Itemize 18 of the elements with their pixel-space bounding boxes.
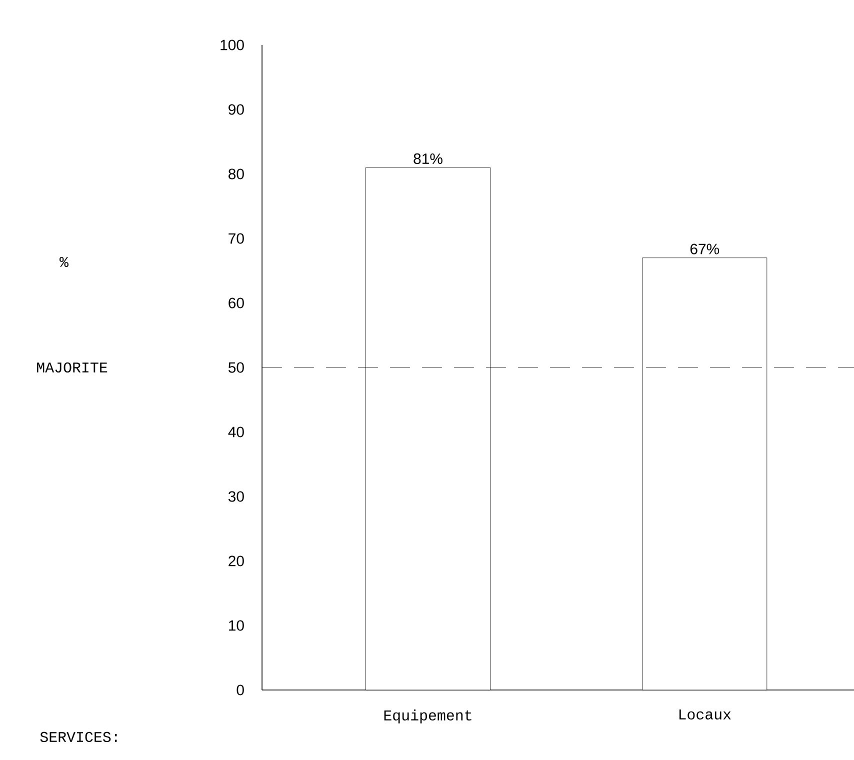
x-tick-label: Equipement (384, 710, 472, 724)
y-tick-label: 100 (220, 40, 244, 50)
text: SERVICES: (40, 732, 117, 742)
data-label: 67% (690, 244, 720, 254)
y-tick-label: 70 (228, 233, 244, 244)
y-tick-label: 80 (228, 168, 244, 180)
y-tick-label: 0 (236, 684, 244, 696)
y-tick-label: 10 (229, 620, 244, 631)
y-tick-label: 90 (228, 104, 244, 115)
ref-line-label: MAJORITE (37, 362, 108, 373)
y-tick-label: 40 (228, 426, 244, 438)
text: % (60, 256, 68, 268)
y-tick-label: 50 (228, 362, 244, 373)
y-tick-label: 30 (228, 491, 244, 502)
data-label: 81% (414, 153, 442, 164)
y-tick-label: 20 (228, 556, 244, 566)
x-tick-label: Locaux (679, 710, 731, 720)
y-tick-label: 60 (228, 298, 244, 308)
